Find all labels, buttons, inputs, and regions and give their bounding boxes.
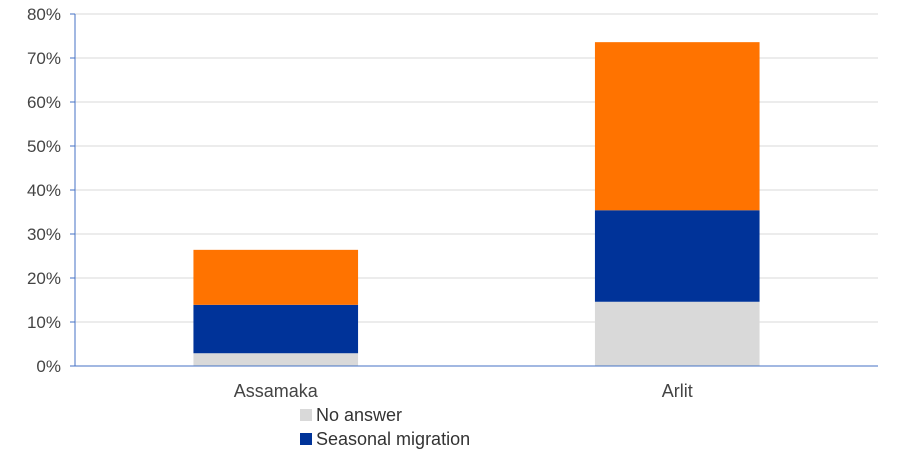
y-tick-label: 10%	[27, 313, 61, 332]
x-category-label: Assamaka	[234, 381, 319, 401]
bar-segment	[193, 304, 359, 354]
bar-segment	[594, 210, 760, 302]
y-tick-label: 20%	[27, 269, 61, 288]
bars	[193, 42, 760, 366]
y-axis: 0% 10% 20% 30% 40% 50% 60% 70% 80%	[27, 5, 76, 376]
x-axis: Assamaka Arlit	[75, 365, 878, 401]
bar-segment	[594, 42, 760, 211]
y-tick-label: 80%	[27, 5, 61, 24]
bar-segment	[193, 249, 359, 305]
y-tick-label: 50%	[27, 137, 61, 156]
legend: No answer Seasonal migration	[300, 403, 470, 451]
legend-item-seasonal-migration: Seasonal migration	[300, 427, 470, 451]
bar-segment	[193, 353, 359, 366]
legend-label-no-answer: No answer	[316, 405, 403, 425]
y-tick-label: 70%	[27, 49, 61, 68]
legend-swatch-seasonal-migration	[300, 433, 312, 445]
legend-item-no-answer: No answer	[300, 403, 470, 427]
y-tick-label: 0%	[36, 357, 61, 376]
y-tick-label: 60%	[27, 93, 61, 112]
y-tick-label: 40%	[27, 181, 61, 200]
bar-segment	[594, 301, 760, 366]
x-category-label: Arlit	[662, 381, 693, 401]
legend-swatch-no-answer	[300, 409, 312, 421]
legend-label-seasonal-migration: Seasonal migration	[316, 429, 471, 449]
y-tick-label: 30%	[27, 225, 61, 244]
stacked-bar-chart: 0% 10% 20% 30% 40% 50% 60% 70% 80% Assamaka Arlit	[27, 5, 878, 401]
